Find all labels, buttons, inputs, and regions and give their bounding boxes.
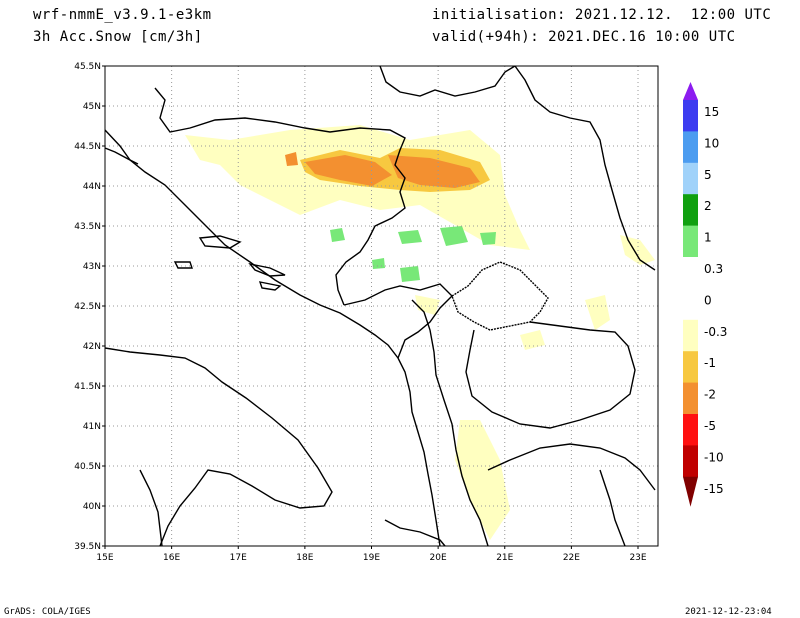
albania-border xyxy=(411,299,489,547)
lat-tick-label: 43.5N xyxy=(74,222,101,232)
colorbar-label: 15 xyxy=(704,105,719,119)
colorbar-label: 1 xyxy=(704,231,712,245)
adriatic-coast-east xyxy=(104,147,441,547)
colorbar-label: 0 xyxy=(704,293,712,307)
greece-border xyxy=(487,443,656,491)
colorbar-label: -10 xyxy=(704,450,724,464)
colorbar-label: 0.3 xyxy=(704,262,723,276)
island-6 xyxy=(384,519,446,547)
colorbar-segment xyxy=(683,162,698,195)
gridlines xyxy=(105,66,658,546)
serbia-romania-bulgaria xyxy=(514,65,656,271)
north-macedonia-border xyxy=(465,321,636,429)
colorbar-label: -1 xyxy=(704,356,716,370)
greece-coast xyxy=(599,469,626,547)
colorbar-segment xyxy=(683,414,698,446)
snow-heavy-2 xyxy=(388,155,480,188)
colorbar-label: -0.3 xyxy=(704,325,727,339)
colorbar-label: 2 xyxy=(704,199,712,213)
island-5 xyxy=(104,129,139,165)
colorbar-label: -5 xyxy=(704,419,716,433)
croatia-bosnia-border xyxy=(154,87,406,306)
lat-tick-label: 42N xyxy=(83,342,101,352)
lat-tick-label: 41N xyxy=(83,422,101,432)
colorbar-segment xyxy=(683,288,698,321)
colorbar-segment xyxy=(683,257,698,289)
footer-credit: GrADS: COLA/IGES xyxy=(4,607,91,617)
lat-tick-label: 42.5N xyxy=(74,302,101,312)
lon-tick-label: 22E xyxy=(563,553,580,563)
model-title: wrf-nmmE_v3.9.1-e3km xyxy=(33,7,212,23)
lat-tick-label: 43N xyxy=(83,262,101,272)
island-3 xyxy=(248,262,286,277)
lon-tick-label: 19E xyxy=(363,553,380,563)
lon-tick-label: 17E xyxy=(230,553,247,563)
colorbar-label: 10 xyxy=(704,136,719,150)
lat-tick-label: 39.5N xyxy=(74,542,101,552)
rain-green-3 xyxy=(440,226,468,246)
colorbar-bottom-arrow xyxy=(683,476,698,507)
colorbar-top-arrow xyxy=(683,82,698,100)
colorbar-segment xyxy=(683,225,698,258)
colorbar-segment xyxy=(683,131,698,164)
kosovo-border xyxy=(451,261,549,331)
rain-green-6 xyxy=(400,266,420,282)
lat-tick-label: 44.5N xyxy=(74,142,101,152)
italy-coast xyxy=(104,347,333,547)
lat-tick-label: 40.5N xyxy=(74,462,101,472)
snow-heavy-3 xyxy=(285,152,298,166)
snow-fields xyxy=(185,125,655,540)
colorbar-segment xyxy=(683,382,698,415)
snow-heavy-1 xyxy=(305,155,392,186)
lat-tick-labels: 39.5N 40N 40.5N 41N 41.5N 42N 42.5N 43N 43.5N 44N… xyxy=(74,62,105,552)
valid-time: valid(+94h): 2021.DEC.16 10:00 UTC xyxy=(432,29,736,45)
lon-tick-label: 18E xyxy=(296,553,313,563)
lon-tick-label: 20E xyxy=(430,553,447,563)
lat-tick-label: 40N xyxy=(83,502,101,512)
serbia-border-north xyxy=(379,65,516,97)
colorbar-segment xyxy=(683,445,698,478)
lat-tick-label: 44N xyxy=(83,182,101,192)
lat-tick-label: 45N xyxy=(83,102,101,112)
island-1 xyxy=(198,235,242,249)
colorbar-label: -2 xyxy=(704,388,716,402)
lon-tick-label: 16E xyxy=(163,553,180,563)
colorbar-label: -15 xyxy=(704,482,724,496)
lat-tick-label: 41.5N xyxy=(74,382,101,392)
footer-timestamp: 2021-12-12-23:04 xyxy=(685,607,772,617)
variable-title: 3h Acc.Snow [cm/3h] xyxy=(33,29,203,45)
snow-light-2 xyxy=(585,295,610,330)
colorbar-label: 5 xyxy=(704,168,712,182)
colorbar-segment xyxy=(683,194,698,227)
island-2 xyxy=(173,261,193,269)
rain-green-2 xyxy=(398,230,422,244)
lon-tick-label: 15E xyxy=(96,553,113,563)
island-4 xyxy=(258,281,282,291)
montenegro-border xyxy=(343,283,453,359)
lon-tick-label: 23E xyxy=(629,553,646,563)
snow-light-3 xyxy=(455,420,510,540)
coastlines-borders xyxy=(104,65,656,547)
italy-heel xyxy=(139,469,163,547)
lat-tick-label: 45.5N xyxy=(74,62,101,72)
colorbar-segment xyxy=(683,100,698,132)
snow-light-6 xyxy=(520,330,545,350)
rain-green-1 xyxy=(330,228,345,242)
lon-tick-labels: 15E 16E 17E 18E 19E 20E 21E 22E 23E xyxy=(96,546,647,563)
colorbar-segment xyxy=(683,319,698,352)
init-time: initialisation: 2021.12.12. 12:00 UTC xyxy=(432,7,772,23)
lon-tick-label: 21E xyxy=(496,553,513,563)
colorbar: 15 10 5 2 1 0.3 0 -0.3 -1 -2 -5 -10 -15 xyxy=(683,82,727,507)
rain-green-4 xyxy=(480,232,496,245)
colorbar-segment xyxy=(683,351,698,384)
